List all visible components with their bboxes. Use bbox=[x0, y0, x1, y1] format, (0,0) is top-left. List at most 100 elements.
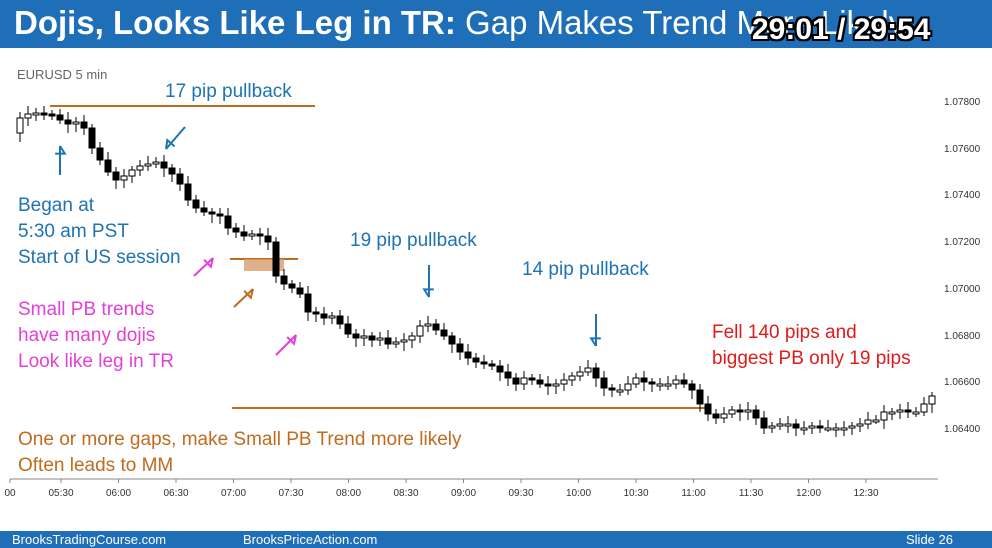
candle-body bbox=[392, 341, 400, 345]
candle-body bbox=[912, 411, 920, 415]
candle-body bbox=[480, 361, 488, 365]
candle-body bbox=[856, 423, 864, 427]
candle-body bbox=[384, 337, 392, 345]
candle-body bbox=[584, 367, 592, 373]
up-right-arrow-icon-head bbox=[203, 257, 214, 269]
time-tick-label: 07:30 bbox=[278, 488, 303, 499]
candle-body bbox=[512, 377, 520, 385]
candle-body bbox=[376, 337, 384, 341]
candle-body bbox=[472, 357, 480, 363]
candle-body bbox=[432, 323, 440, 331]
time-tick-label: 09:00 bbox=[451, 488, 476, 499]
price-tick-label: 1.07000 bbox=[944, 284, 981, 295]
candle-body bbox=[16, 117, 24, 134]
candle-body bbox=[312, 311, 320, 315]
candle-body bbox=[304, 293, 312, 313]
candle-body bbox=[568, 375, 576, 381]
candle-body bbox=[576, 371, 584, 377]
candle-body bbox=[176, 173, 184, 185]
price-tick-label: 1.06600 bbox=[944, 377, 981, 388]
candle-body bbox=[528, 377, 536, 381]
fell-line-1: Fell 140 pips and bbox=[712, 322, 857, 343]
candle-body bbox=[616, 389, 624, 393]
candle-body bbox=[808, 425, 816, 429]
footer-center-link[interactable]: BrooksPriceAction.com bbox=[243, 532, 378, 547]
candle-body bbox=[544, 383, 552, 387]
candle-body bbox=[688, 383, 696, 391]
pullback-19-label: 19 pip pullback bbox=[350, 230, 477, 251]
price-tick-label: 1.06400 bbox=[944, 424, 981, 435]
candle-body bbox=[488, 363, 496, 367]
candle-body bbox=[624, 383, 632, 391]
candle-body bbox=[656, 383, 664, 387]
candle-body bbox=[720, 413, 728, 419]
small-pb-note: Small PB trends have many dojis Look lik… bbox=[18, 297, 174, 375]
candle-body bbox=[792, 423, 800, 429]
time-tick-label: 11:30 bbox=[739, 488, 764, 499]
price-tick-label: 1.07400 bbox=[944, 190, 981, 201]
time-tick-label: 10:00 bbox=[566, 488, 591, 499]
candle-body bbox=[904, 409, 912, 413]
candle-body bbox=[96, 147, 104, 161]
small-pb-line-1: Small PB trends bbox=[18, 299, 155, 320]
candle-body bbox=[504, 371, 512, 379]
candle-body bbox=[920, 403, 928, 413]
candle-body bbox=[536, 379, 544, 385]
candle-body bbox=[424, 323, 432, 327]
candle-body bbox=[752, 409, 760, 419]
time-tick-label: 12:30 bbox=[853, 488, 878, 499]
candle-body bbox=[592, 367, 600, 379]
candle-body bbox=[264, 235, 272, 243]
video-timer: 29:01 / 29:54 bbox=[752, 13, 931, 46]
candle-body bbox=[864, 419, 872, 425]
candle-body bbox=[88, 127, 96, 149]
candle-body bbox=[200, 207, 208, 213]
candle-body bbox=[368, 335, 376, 341]
candle-body bbox=[744, 409, 752, 413]
candle-body bbox=[672, 379, 680, 385]
candle-body bbox=[128, 169, 136, 177]
candle-body bbox=[344, 323, 352, 335]
candle-body bbox=[24, 113, 32, 119]
candle-body bbox=[192, 199, 200, 209]
candle-body bbox=[256, 233, 264, 237]
candle-body bbox=[728, 409, 736, 415]
down-arrow-icon-head bbox=[589, 337, 601, 347]
candle-body bbox=[736, 409, 744, 413]
candle-body bbox=[816, 425, 824, 429]
candle-body bbox=[112, 171, 120, 181]
candle-body bbox=[336, 315, 344, 325]
gaps-line-1: One or more gaps, make Small PB Trend mo… bbox=[18, 429, 462, 450]
slide-title-bold: Dojis, Looks Like Leg in TR: bbox=[14, 4, 456, 41]
candle-body bbox=[104, 159, 112, 173]
candle-body bbox=[768, 425, 776, 429]
pullback-14-label: 14 pip pullback bbox=[522, 259, 649, 280]
candle-body bbox=[632, 377, 640, 385]
candle-body bbox=[208, 211, 216, 215]
pullback-17-label: 17 pip pullback bbox=[165, 81, 292, 102]
candle-body bbox=[832, 427, 840, 431]
price-tick-label: 1.06800 bbox=[944, 331, 981, 342]
candle-body bbox=[848, 425, 856, 429]
footer-left-link[interactable]: BrooksTradingCourse.com bbox=[12, 532, 167, 547]
candle-body bbox=[456, 343, 464, 353]
up-right-arrow-icon bbox=[233, 288, 254, 308]
candle-body bbox=[680, 379, 688, 385]
candle-body bbox=[280, 275, 288, 285]
time-tick-label: 08:30 bbox=[393, 488, 418, 499]
candle-body bbox=[608, 387, 616, 391]
candle-body bbox=[232, 227, 240, 233]
candle-body bbox=[240, 231, 248, 237]
candle-body bbox=[32, 112, 40, 116]
candle-body bbox=[800, 427, 808, 431]
fell-note: Fell 140 pips and biggest PB only 19 pip… bbox=[712, 320, 911, 372]
time-tick-label: 00 bbox=[4, 488, 16, 499]
down-left-arrow-icon-head bbox=[165, 138, 176, 150]
candle-body bbox=[120, 175, 128, 181]
candle-body bbox=[448, 335, 456, 345]
candle-body bbox=[880, 411, 888, 421]
candle-body bbox=[296, 287, 304, 295]
candle-body bbox=[400, 339, 408, 343]
candle-body bbox=[440, 329, 448, 337]
up-right-arrow-icon bbox=[193, 257, 214, 277]
